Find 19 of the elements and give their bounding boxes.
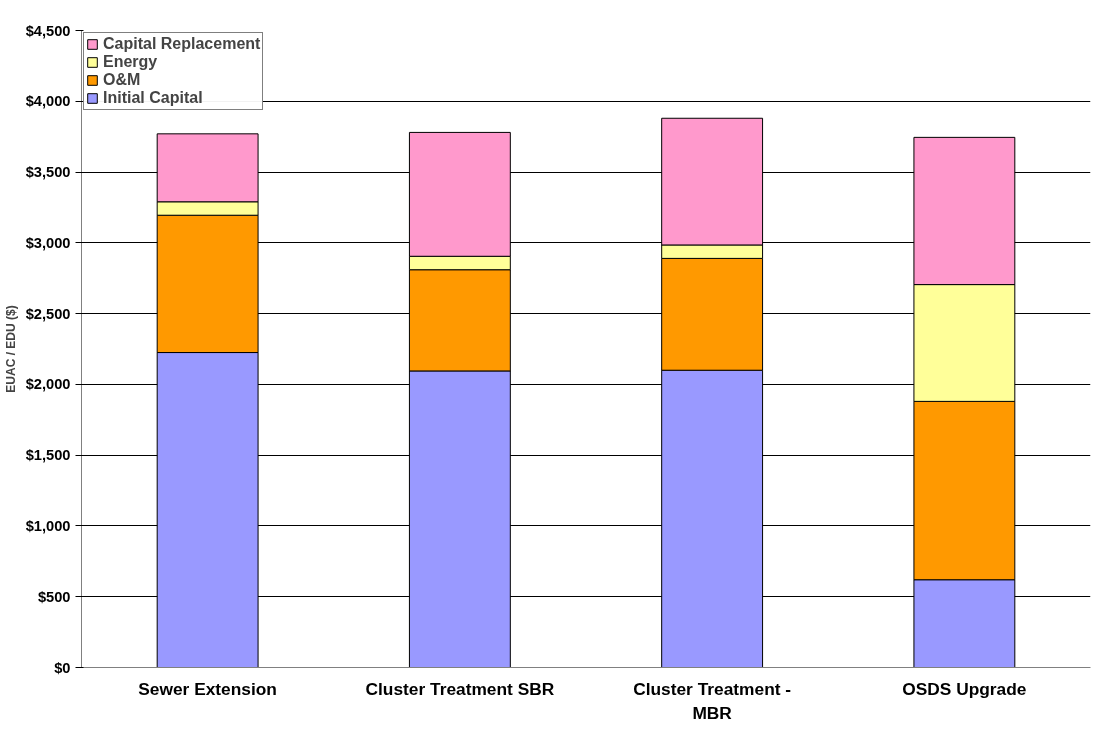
x-tick-label: OSDS Upgrade <box>902 678 1027 699</box>
legend-label: Initial Capital <box>103 89 203 107</box>
y-tick-label: $3,000 <box>25 234 71 251</box>
y-tick-label: $3,500 <box>25 164 71 181</box>
x-tick-label: Sewer Extension <box>138 678 277 699</box>
y-tick-label: $2,500 <box>25 305 71 322</box>
y-tick-label: $4,500 <box>25 22 71 39</box>
y-tick-label: $0 <box>54 659 71 676</box>
y-tick-label: $2,000 <box>25 376 71 393</box>
x-tick-label: Cluster Treatment SBR <box>365 678 555 699</box>
legend-label: Capital Replacement <box>103 35 261 53</box>
legend-label: Energy <box>103 53 158 71</box>
y-axis-title: EUAC / EDU ($) <box>3 305 18 393</box>
x-tick-label: Cluster Treatment - MBR <box>633 678 792 723</box>
y-tick-label: $1,500 <box>25 447 71 464</box>
y-tick-label: $500 <box>37 588 71 605</box>
y-tick-label: $4,000 <box>25 93 71 110</box>
y-tick-label: $1,000 <box>25 517 71 534</box>
legend-label: O&M <box>103 71 141 89</box>
